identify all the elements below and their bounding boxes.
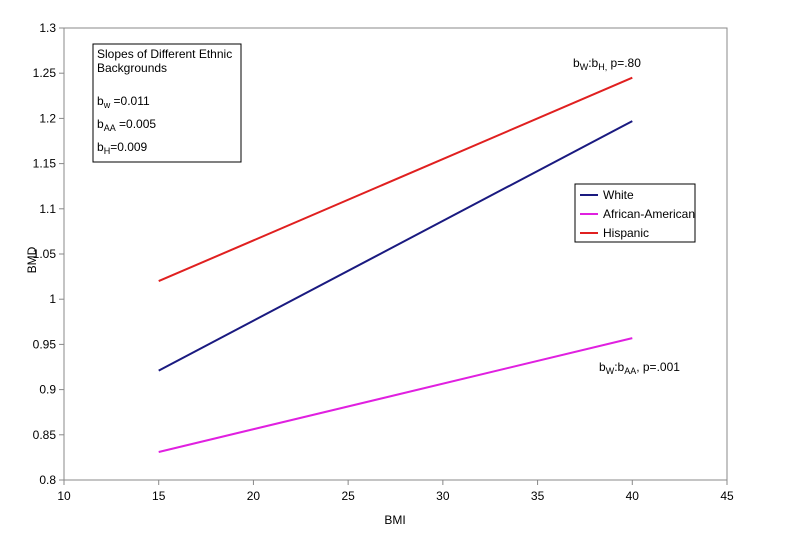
- y-tick-label: 0.9: [39, 383, 56, 397]
- x-axis-label: BMI: [384, 513, 405, 527]
- y-tick-label: 0.8: [39, 473, 56, 487]
- x-tick-label: 10: [57, 489, 71, 503]
- y-tick-label: 1.05: [33, 247, 57, 261]
- series-line-hispanic: [158, 76, 633, 283]
- annotation-white-african-american: bW:bAA, p=.001: [599, 360, 680, 376]
- slope-hispanic: bH=0.009: [97, 140, 148, 156]
- slopes-title-line1: Slopes of Different Ethnic: [97, 47, 232, 61]
- series-lines: [158, 76, 633, 453]
- x-tick-label: 25: [341, 489, 355, 503]
- x-tick-label: 20: [247, 489, 261, 503]
- slopes-title-line2: Backgrounds: [97, 61, 167, 75]
- y-tick-label: 1.15: [33, 157, 57, 171]
- legend-label-hispanic: Hispanic: [603, 226, 649, 240]
- annotation-white-hispanic: bW:bH, p=.80: [573, 56, 641, 72]
- y-axis: 0.8 0.85 0.9 0.95 1 1.05 1.1 1.15 1.2 1.25 1.3: [33, 21, 64, 487]
- y-tick-label: 0.95: [33, 337, 57, 351]
- slope-african-american: bAA =0.005: [97, 117, 156, 133]
- slopes-textbox-frame: [92, 43, 242, 163]
- legend-label-african-american: African-American: [603, 207, 695, 221]
- y-tick-label: 1.2: [39, 111, 56, 125]
- y-tick-label: 1.1: [39, 202, 56, 216]
- slope-white: bw =0.011: [97, 94, 150, 110]
- x-tick-label: 45: [720, 489, 734, 503]
- series-line-african-american: [158, 337, 633, 453]
- y-tick-label: 0.85: [33, 428, 57, 442]
- series-line-white: [158, 120, 633, 372]
- y-axis-label: BMD: [25, 246, 39, 273]
- legend-label-white: White: [603, 188, 634, 202]
- x-tick-label: 15: [152, 489, 166, 503]
- y-tick-label: 1.3: [39, 21, 56, 35]
- y-tick-label: 1: [49, 292, 56, 306]
- slopes-textbox: Slopes of Different Ethnic Backgrounds b…: [92, 43, 242, 163]
- x-tick-label: 40: [626, 489, 640, 503]
- x-axis: 10 15 20 25 30 35 40 45: [57, 480, 734, 503]
- y-tick-label: 1.25: [33, 66, 57, 80]
- x-tick-label: 35: [531, 489, 545, 503]
- legend: White African-American Hispanic: [574, 183, 696, 243]
- x-tick-label: 30: [436, 489, 450, 503]
